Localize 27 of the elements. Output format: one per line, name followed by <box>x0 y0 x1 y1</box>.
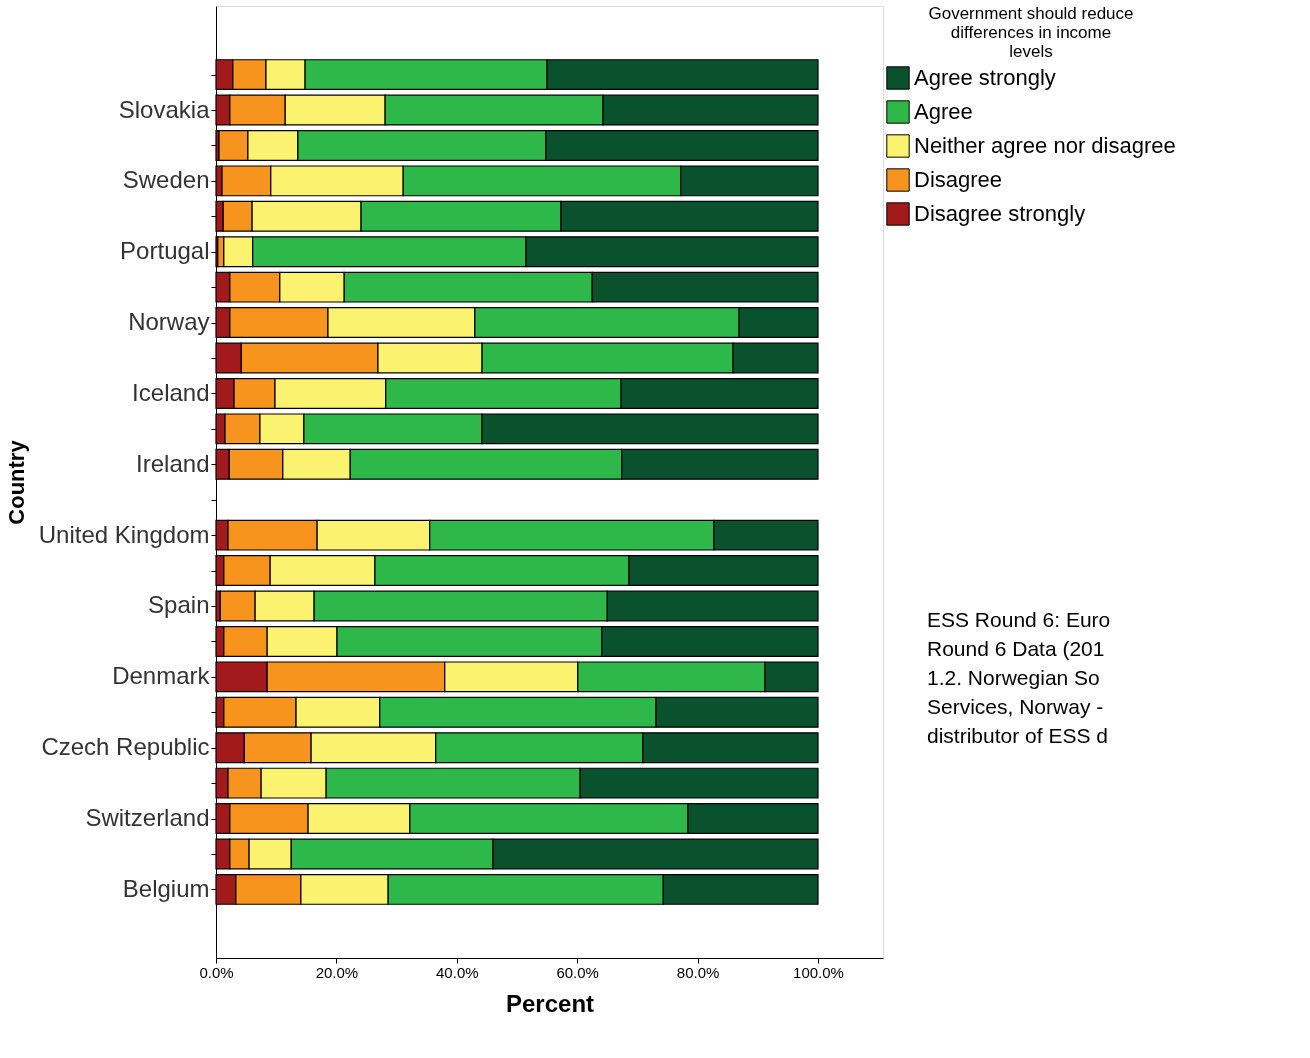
y-tick-label: Ireland <box>136 449 210 477</box>
legend-label: Neither agree nor disagree <box>914 133 1176 158</box>
legend-label: Agree <box>914 99 973 124</box>
y-tick-label: Denmark <box>112 662 211 690</box>
x-axis-title: Percent <box>505 989 595 1017</box>
legend-label: Disagree <box>914 167 1003 192</box>
x-tick-label: 100.0% <box>793 963 844 981</box>
y-tick-label: Portugal <box>120 237 210 265</box>
y-tick-label: Sweden <box>122 166 210 194</box>
x-tick-label: 60.0% <box>556 963 599 981</box>
y-tick-label: United Kingdom <box>38 520 210 548</box>
y-tick-label: Iceland <box>132 378 210 406</box>
legend-title: Government should reduce differences in income levels <box>928 4 1134 61</box>
x-tick-label: 20.0% <box>315 963 359 981</box>
legend-label: Disagree strongly <box>914 201 1086 226</box>
legend-label: Agree strongly <box>914 65 1056 90</box>
y-axis-title: Country <box>3 439 29 525</box>
y-tick-label: Belgium <box>122 874 210 902</box>
x-tick-label: 40.0% <box>436 963 479 981</box>
y-tick-label: Switzerland <box>85 804 210 832</box>
y-tick-label: Slovakia <box>118 95 211 123</box>
x-tick-label: 80.0% <box>676 963 720 981</box>
text: ESS Round 6: Euro Round 6 Data (201 1.2. Norwegian So Services, Norway - distributor of ESS d <box>927 608 1111 747</box>
y-tick-label: Norway <box>128 308 210 336</box>
y-tick-label: Spain <box>148 591 210 619</box>
y-tick-label: Czech Republic <box>41 733 210 761</box>
x-tick-label: 0.0% <box>199 963 234 981</box>
